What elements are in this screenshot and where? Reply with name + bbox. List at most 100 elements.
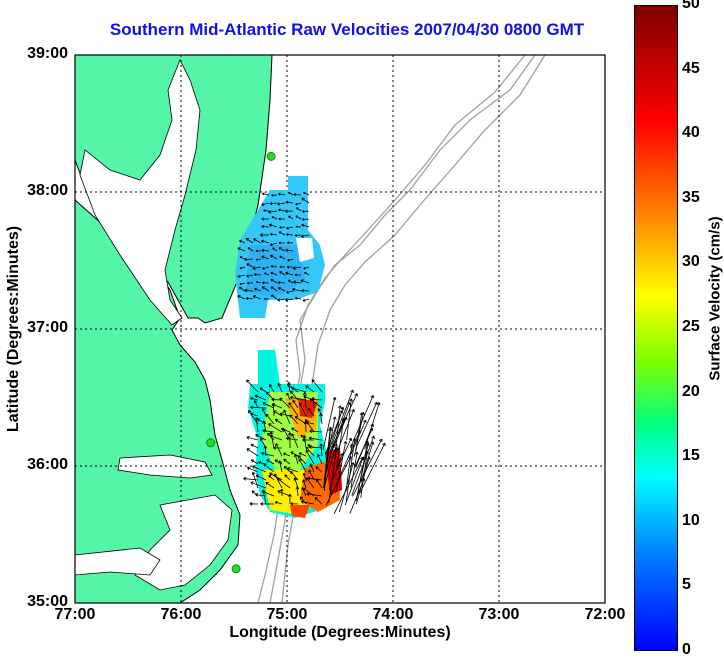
velocity-arrow bbox=[293, 192, 302, 197]
colorbar-tick-label: 0 bbox=[682, 641, 691, 658]
velocity-arrow bbox=[292, 287, 302, 292]
velocity-arrow bbox=[261, 248, 270, 253]
velocity-arrow bbox=[277, 298, 286, 302]
velocity-arrow bbox=[355, 412, 364, 451]
colorbar-tick-label: 25 bbox=[682, 318, 700, 335]
velocity-arrow bbox=[300, 279, 310, 284]
velocity-arrow bbox=[285, 271, 294, 276]
velocity-arrow bbox=[265, 413, 275, 425]
velocity-arrow bbox=[288, 215, 294, 220]
velocity-arrow bbox=[269, 384, 275, 393]
station-marker[interactable] bbox=[266, 151, 276, 161]
velocity-arrow bbox=[279, 271, 286, 276]
velocity-arrow bbox=[301, 197, 310, 204]
velocity-arrow bbox=[277, 490, 291, 497]
velocity-arrow bbox=[266, 459, 275, 465]
velocity-arrow bbox=[285, 436, 299, 441]
velocity-arrow bbox=[305, 446, 315, 457]
velocity-arrow bbox=[308, 445, 323, 449]
velocity-arrow bbox=[303, 266, 310, 270]
velocity-arrow bbox=[278, 460, 283, 473]
lat-tick-label: 38:00 bbox=[27, 182, 68, 199]
velocity-arrow bbox=[283, 428, 291, 441]
velocity-arrow bbox=[279, 412, 291, 417]
lat-tick-label: 37:00 bbox=[27, 319, 68, 336]
velocity-arrow bbox=[261, 489, 267, 505]
velocity-arrow bbox=[355, 456, 371, 505]
velocity-arrow bbox=[239, 239, 246, 244]
velocity-arrow bbox=[314, 497, 323, 505]
velocity-arrow bbox=[293, 477, 299, 489]
velocity-arrow bbox=[289, 414, 299, 425]
velocity-arrow bbox=[303, 391, 307, 409]
velocity-arrow bbox=[283, 465, 291, 473]
velocity-arrow bbox=[345, 443, 354, 492]
velocity-arrow bbox=[352, 438, 383, 497]
velocity-arrow bbox=[315, 466, 323, 473]
velocity-arrow bbox=[315, 478, 323, 489]
station-marker[interactable] bbox=[231, 564, 241, 574]
velocity-arrow bbox=[274, 459, 283, 465]
velocity-arrow bbox=[261, 286, 270, 292]
velocity-arrow bbox=[288, 402, 299, 417]
velocity-arrow bbox=[291, 386, 307, 393]
velocity-arrow bbox=[252, 295, 262, 300]
velocity-arrow bbox=[268, 423, 283, 433]
velocity-arrow bbox=[278, 247, 286, 252]
velocity-arrow bbox=[302, 298, 310, 302]
velocity-arrow bbox=[295, 296, 302, 300]
velocity-arrow bbox=[279, 265, 286, 269]
velocity-arrow bbox=[278, 231, 286, 236]
velocity-arrow bbox=[250, 443, 259, 449]
velocity-arrow bbox=[319, 443, 323, 457]
colorbar-tick-label: 40 bbox=[682, 124, 700, 142]
velocity-arrow bbox=[269, 254, 278, 260]
station-marker[interactable] bbox=[206, 438, 216, 448]
velocity-arrow bbox=[285, 209, 294, 214]
velocity-arrow bbox=[255, 280, 262, 284]
velocity-arrow bbox=[271, 294, 278, 300]
velocity-arrow bbox=[302, 479, 307, 489]
velocity-arrow bbox=[295, 202, 302, 206]
velocity-arrow bbox=[269, 242, 278, 247]
velocity-arrow bbox=[250, 481, 267, 489]
velocity-arrow bbox=[261, 408, 267, 417]
velocity-arrow bbox=[304, 419, 315, 433]
velocity-arrow bbox=[301, 288, 310, 293]
velocity-arrow bbox=[295, 207, 302, 212]
velocity-arrow bbox=[273, 410, 283, 417]
map-title: Southern Mid-Atlantic Raw Velocities 200… bbox=[109, 20, 585, 39]
velocity-arrow bbox=[274, 418, 283, 425]
velocity-arrow bbox=[271, 216, 278, 220]
velocity-arrow bbox=[305, 449, 315, 465]
velocity-arrow bbox=[350, 395, 374, 448]
velocity-arrow bbox=[253, 273, 262, 277]
velocity-arrow bbox=[239, 256, 246, 260]
velocity-arrow bbox=[295, 486, 300, 497]
velocity-arrow bbox=[237, 294, 246, 300]
velocity-arrow bbox=[261, 239, 270, 244]
velocity-arrow bbox=[298, 402, 307, 417]
velocity-arrow bbox=[286, 392, 291, 401]
velocity-arrow bbox=[270, 264, 278, 268]
velocity-arrow bbox=[294, 416, 307, 425]
velocity-arrow bbox=[245, 296, 254, 301]
axes-frame bbox=[74, 54, 606, 604]
velocity-arrow bbox=[327, 406, 345, 456]
velocity-arrow bbox=[271, 194, 278, 197]
velocity-arrow bbox=[270, 286, 278, 292]
velocity-arrow bbox=[261, 451, 275, 457]
velocity-arrow bbox=[277, 280, 286, 285]
velocity-arrow bbox=[302, 435, 307, 449]
velocity-arrow bbox=[284, 474, 291, 481]
velocity-arrow bbox=[262, 420, 267, 433]
velocity-arrow bbox=[294, 233, 302, 237]
lon-tick-label: 76:00 bbox=[160, 606, 202, 623]
lon-tick-label: 77:00 bbox=[54, 606, 96, 623]
colorbar-tick-label: 20 bbox=[682, 382, 700, 400]
velocity-arrow bbox=[285, 232, 294, 237]
colorbar-tick-label: 50 bbox=[682, 0, 700, 12]
velocity-arrow bbox=[286, 265, 294, 269]
velocity-arrow bbox=[308, 469, 315, 481]
